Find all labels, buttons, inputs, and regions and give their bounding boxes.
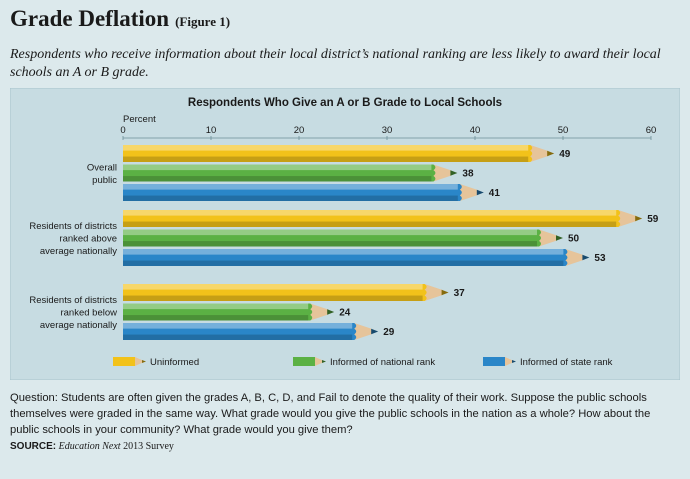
legend-swatch xyxy=(293,357,315,366)
bar-shadow xyxy=(123,295,425,301)
survey-question: Question: Students are often given the g… xyxy=(10,392,651,436)
bar-shadow xyxy=(123,241,539,247)
x-tick-label: 10 xyxy=(206,125,217,136)
legend-swatch-tip xyxy=(505,357,515,366)
bar-highlight xyxy=(123,145,531,151)
pencil-edge xyxy=(352,323,357,340)
bar-value-label: 29 xyxy=(383,327,395,338)
pencil-wood xyxy=(565,249,584,266)
pencil-edge xyxy=(563,249,568,266)
bar-value-label: 53 xyxy=(594,253,606,264)
pencil-tip xyxy=(635,215,643,222)
pencil-edge xyxy=(457,184,462,201)
pencil-bar-chart: Respondents Who Give an A or B Grade to … xyxy=(9,87,681,381)
bar-shadow xyxy=(123,334,355,340)
x-tick-label: 0 xyxy=(120,125,125,136)
pencil-wood xyxy=(424,284,443,301)
legend-swatch-point xyxy=(322,360,326,363)
x-tick-label: 50 xyxy=(558,125,569,136)
pencil-tip xyxy=(441,289,449,296)
chart-title: Respondents Who Give an A or B Grade to … xyxy=(188,97,502,109)
bar-shadow xyxy=(123,260,566,266)
pencil-wood xyxy=(618,210,637,227)
pencil-tip xyxy=(476,189,484,196)
legend-swatch-tip xyxy=(315,357,325,366)
title-text: Grade Deflation xyxy=(10,6,170,31)
legend-swatch-tip xyxy=(135,357,145,366)
bar-highlight xyxy=(123,184,460,190)
pencil-tip xyxy=(371,328,379,335)
x-tick-label: 20 xyxy=(294,125,305,136)
bar-value-label: 59 xyxy=(647,214,659,225)
pencil-tip xyxy=(327,309,335,315)
legend-label: Informed of state rank xyxy=(520,357,613,368)
pencil-edge xyxy=(616,210,621,227)
legend-swatch xyxy=(483,357,505,366)
source-year: 2013 Survey xyxy=(123,441,174,452)
category-label: average nationally xyxy=(40,246,117,257)
source-publication: Education Next xyxy=(58,441,121,452)
bar-value-label: 41 xyxy=(489,188,501,199)
category-label: Overall xyxy=(87,162,117,173)
x-tick-label: 40 xyxy=(470,125,481,136)
pencil-edge xyxy=(431,164,436,182)
figure-subtitle: Respondents who receive information abou… xyxy=(10,47,661,80)
pencil-wood xyxy=(310,303,329,321)
legend-label: Uninformed xyxy=(150,357,199,368)
bar-highlight xyxy=(123,303,311,310)
pencil-edge xyxy=(422,284,427,301)
category-label: Residents of districts xyxy=(29,221,117,232)
x-tick-label: 60 xyxy=(646,125,657,136)
bar-highlight xyxy=(123,249,566,255)
pencil-edge xyxy=(308,303,313,321)
chart-container: Respondents Who Give an A or B Grade to … xyxy=(9,87,681,381)
bar-highlight xyxy=(123,229,539,236)
category-label: ranked below xyxy=(60,308,117,319)
pencil-tip xyxy=(556,235,563,241)
bar-highlight xyxy=(123,164,434,171)
bar-value-label: 37 xyxy=(454,288,466,299)
legend-label: Informed of national rank xyxy=(330,357,435,368)
category-label: average nationally xyxy=(40,320,117,331)
pencil-wood xyxy=(530,145,549,162)
legend-swatch-point xyxy=(512,360,516,363)
pencil-wood xyxy=(459,184,478,201)
legend-swatch-point xyxy=(142,360,146,363)
pencil-edge xyxy=(537,229,541,247)
pencil-wood xyxy=(433,164,452,182)
pencil-edge xyxy=(528,145,533,162)
category-label: ranked above xyxy=(59,234,117,245)
pencil-wood xyxy=(354,323,373,340)
pencil-tip xyxy=(450,170,458,176)
bar-shadow xyxy=(123,195,460,201)
page-title: Grade Deflation (Figure 1) xyxy=(10,6,230,32)
bar-shadow xyxy=(123,221,619,227)
bar-value-label: 38 xyxy=(462,169,474,180)
bar-value-label: 24 xyxy=(339,308,351,319)
bar-shadow xyxy=(123,156,531,162)
bar-highlight xyxy=(123,284,425,290)
bar-shadow xyxy=(123,176,434,182)
pencil-tip xyxy=(547,150,555,157)
bar-value-label: 49 xyxy=(559,149,571,160)
figure-label: (Figure 1) xyxy=(175,14,231,29)
source-label: SOURCE: xyxy=(10,441,57,452)
pencil-tip xyxy=(582,254,590,261)
bar-value-label: 50 xyxy=(568,234,580,245)
category-label: Residents of districts xyxy=(29,295,117,306)
bar-highlight xyxy=(123,323,355,329)
source-note: SOURCE: Education Next 2013 Survey xyxy=(10,441,174,452)
legend-swatch xyxy=(113,357,135,366)
bar-highlight xyxy=(123,210,619,216)
x-axis-label: Percent xyxy=(123,114,156,125)
pencil-wood xyxy=(539,229,557,247)
bar-shadow xyxy=(123,315,311,321)
x-tick-label: 30 xyxy=(382,125,393,136)
category-label: public xyxy=(92,175,117,186)
